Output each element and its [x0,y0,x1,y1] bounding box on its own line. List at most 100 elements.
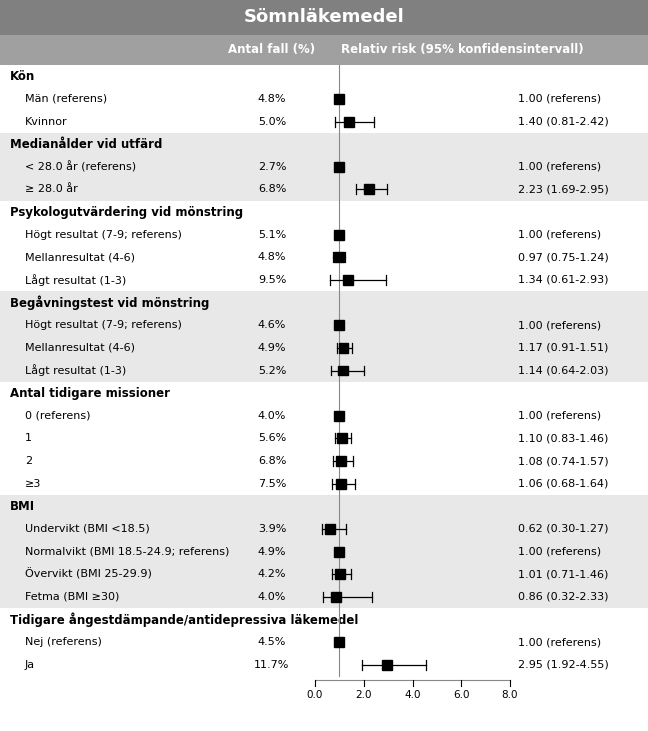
Text: Undervikt (BMI <18.5): Undervikt (BMI <18.5) [25,524,150,534]
Bar [0,291,648,314]
Bar [0,382,648,404]
Text: 6.8%: 6.8% [258,456,286,466]
Text: Begåvningstest vid mönstring: Begåvningstest vid mönstring [10,295,209,310]
Text: ≥ 28.0 år: ≥ 28.0 år [25,184,78,194]
Text: 11.7%: 11.7% [254,659,290,670]
Bar [0,65,648,88]
Bar [331,592,341,602]
Bar [334,252,343,262]
Text: 5.2%: 5.2% [258,366,286,376]
Text: Kön: Kön [10,70,35,83]
Bar [0,404,648,427]
Text: 0.62 (0.30-1.27): 0.62 (0.30-1.27) [518,524,608,534]
Text: 4.9%: 4.9% [258,547,286,556]
Text: 4.0%: 4.0% [258,411,286,421]
Text: Mellanresultat (4-6): Mellanresultat (4-6) [25,343,135,353]
Text: 5.6%: 5.6% [258,433,286,444]
Text: 5.1%: 5.1% [258,230,286,240]
Text: 0.0: 0.0 [307,690,323,700]
Bar [334,320,344,330]
Text: Antal tidigare missioner: Antal tidigare missioner [10,387,170,400]
Text: 4.2%: 4.2% [258,569,286,579]
Bar [0,35,648,65]
Text: 7.5%: 7.5% [258,479,286,488]
Bar [0,495,648,518]
Bar [0,0,648,35]
Bar [0,224,648,246]
Text: 3.9%: 3.9% [258,524,286,534]
Text: 6.8%: 6.8% [258,184,286,194]
Bar [0,88,648,110]
Text: Fetma (BMI ≥30): Fetma (BMI ≥30) [25,592,119,602]
Bar [334,230,344,240]
Text: Lågt resultat (1-3): Lågt resultat (1-3) [25,274,126,286]
Text: 8.0: 8.0 [502,690,518,700]
Bar [336,479,346,488]
Bar [0,654,648,676]
Text: < 28.0 år (referens): < 28.0 år (referens) [25,161,136,173]
Bar [334,547,344,556]
Bar [0,359,648,382]
Text: 2.23 (1.69-2.95): 2.23 (1.69-2.95) [518,184,608,194]
Text: 1.00 (referens): 1.00 (referens) [518,320,601,330]
Text: 1.08 (0.74-1.57): 1.08 (0.74-1.57) [518,456,608,466]
Text: 1.17 (0.91-1.51): 1.17 (0.91-1.51) [518,343,608,353]
Bar [334,569,345,579]
Text: 1.00 (referens): 1.00 (referens) [518,411,601,421]
Text: 1: 1 [25,433,32,444]
Text: Medianålder vid utfärd: Medianålder vid utfärd [10,137,163,151]
Text: 0 (referens): 0 (referens) [25,411,91,421]
Text: 2: 2 [25,456,32,466]
Bar [0,518,648,540]
Bar [0,540,648,563]
Text: Normalvikt (BMI 18.5-24.9; referens): Normalvikt (BMI 18.5-24.9; referens) [25,547,229,556]
Text: 2.7%: 2.7% [258,162,286,172]
Text: Övervikt (BMI 25-29.9): Övervikt (BMI 25-29.9) [25,569,152,580]
Text: 4.5%: 4.5% [258,637,286,647]
Text: 1.01 (0.71-1.46): 1.01 (0.71-1.46) [518,569,608,579]
Bar [338,366,348,376]
Text: 4.6%: 4.6% [258,320,286,330]
Bar [0,314,648,336]
Bar [337,433,347,444]
Bar [0,450,648,472]
Text: 1.06 (0.68-1.64): 1.06 (0.68-1.64) [518,479,608,488]
Text: Kvinnor: Kvinnor [25,116,67,126]
Text: 1.10 (0.83-1.46): 1.10 (0.83-1.46) [518,433,608,444]
Text: BMI: BMI [10,500,35,512]
Text: Lågt resultat (1-3): Lågt resultat (1-3) [25,365,126,376]
Text: 1.00 (referens): 1.00 (referens) [518,162,601,172]
Bar [325,524,335,534]
Bar [0,201,648,224]
Text: 1.00 (referens): 1.00 (referens) [518,230,601,240]
Text: Psykologutvärdering vid mönstring: Psykologutvärdering vid mönstring [10,205,243,219]
Bar [0,586,648,608]
Text: 0.86 (0.32-2.33): 0.86 (0.32-2.33) [518,592,608,602]
Bar [382,659,392,670]
Text: Sömnläkemedel: Sömnläkemedel [244,9,404,26]
Text: 4.0%: 4.0% [258,592,286,602]
Text: 4.8%: 4.8% [258,94,286,104]
Bar [0,336,648,359]
Text: 0.97 (0.75-1.24): 0.97 (0.75-1.24) [518,252,608,262]
Text: 1.34 (0.61-2.93): 1.34 (0.61-2.93) [518,275,608,285]
Bar [0,156,648,178]
Bar [0,563,648,586]
Bar [0,269,648,291]
Text: Högt resultat (7-9; referens): Högt resultat (7-9; referens) [25,230,182,240]
Bar [0,608,648,631]
Text: Mellanresultat (4-6): Mellanresultat (4-6) [25,252,135,262]
Text: 2.95 (1.92-4.55): 2.95 (1.92-4.55) [518,659,608,670]
Text: ≥3: ≥3 [25,479,41,488]
Text: 2.0: 2.0 [356,690,372,700]
Text: 1.40 (0.81-2.42): 1.40 (0.81-2.42) [518,116,608,126]
Bar [0,427,648,450]
Text: Högt resultat (7-9; referens): Högt resultat (7-9; referens) [25,320,182,330]
Bar [0,133,648,156]
Text: 5.0%: 5.0% [258,116,286,126]
Text: 1.00 (referens): 1.00 (referens) [518,94,601,104]
Text: Tidigare ångestdämpande/antidepressiva läkemedel: Tidigare ångestdämpande/antidepressiva l… [10,612,358,626]
Bar [364,184,375,194]
Bar [343,275,353,285]
Bar [336,456,346,466]
